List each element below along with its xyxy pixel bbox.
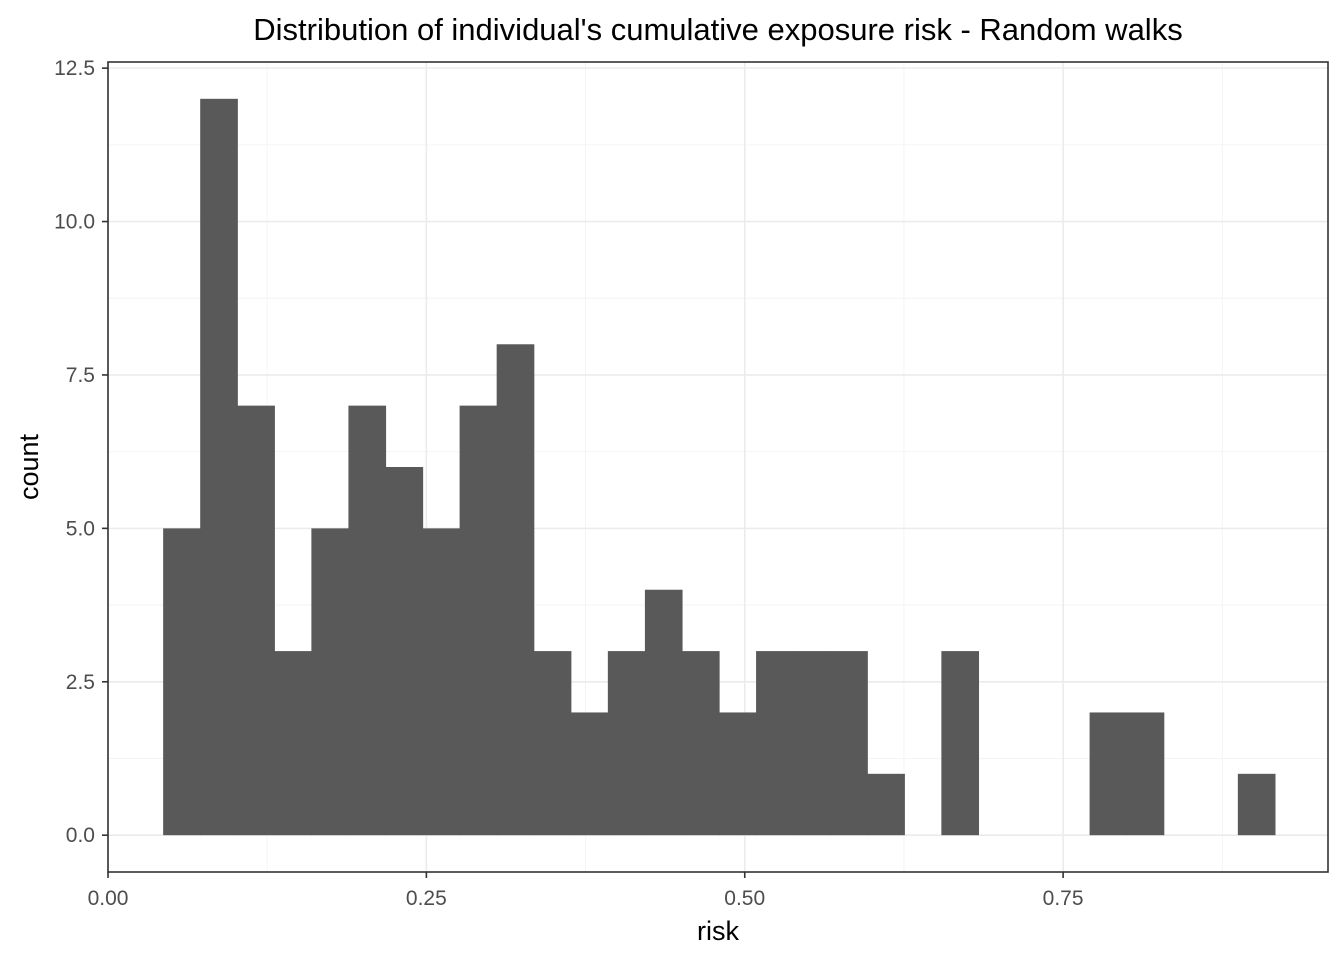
y-tick-label: 2.5 xyxy=(66,671,95,694)
y-tick-label: 7.5 xyxy=(66,364,95,387)
histogram-bar xyxy=(793,651,831,836)
histogram-bar xyxy=(570,712,609,836)
y-tick-label: 10.0 xyxy=(54,211,95,234)
histogram-bar xyxy=(163,528,201,836)
histogram-bar xyxy=(200,98,238,836)
histogram-bar xyxy=(274,651,312,836)
histogram-bar xyxy=(719,712,757,836)
histogram-bar xyxy=(644,589,683,836)
x-axis-title: risk xyxy=(697,916,739,946)
histogram-bar xyxy=(348,405,387,836)
x-tick-label: 0.00 xyxy=(88,887,129,910)
histogram-bar xyxy=(533,651,572,836)
x-tick-label: 0.75 xyxy=(1043,887,1084,910)
bars xyxy=(163,98,1276,836)
histogram-bar xyxy=(756,651,794,836)
chart-title: Distribution of individual's cumulative … xyxy=(253,12,1182,47)
y-axis: 0.0 2.5 5.0 7.5 10.0 12.5 xyxy=(54,57,108,847)
y-tick-label: 0.0 xyxy=(66,824,95,847)
histogram-bar xyxy=(311,528,350,836)
histogram-bar xyxy=(941,651,980,836)
x-tick-label: 0.50 xyxy=(724,887,765,910)
histogram-bar xyxy=(681,651,720,836)
histogram-bar xyxy=(867,773,905,836)
histogram-bar xyxy=(422,528,461,836)
histogram-bar xyxy=(459,405,498,836)
histogram-bar xyxy=(237,405,275,836)
x-axis: 0.00 0.25 0.50 0.75 xyxy=(88,872,1084,910)
histogram-bar xyxy=(1126,712,1165,836)
y-axis-title: count xyxy=(14,433,44,500)
y-tick-label: 12.5 xyxy=(54,57,95,80)
histogram-bar xyxy=(1089,712,1128,836)
histogram-bar xyxy=(607,651,646,836)
y-tick-label: 5.0 xyxy=(66,517,95,540)
histogram-bar xyxy=(496,344,535,836)
histogram-bar xyxy=(1237,773,1276,836)
histogram-bar xyxy=(385,467,424,836)
x-tick-label: 0.25 xyxy=(406,887,447,910)
histogram-bar xyxy=(830,651,868,836)
panel-border xyxy=(107,61,1329,873)
